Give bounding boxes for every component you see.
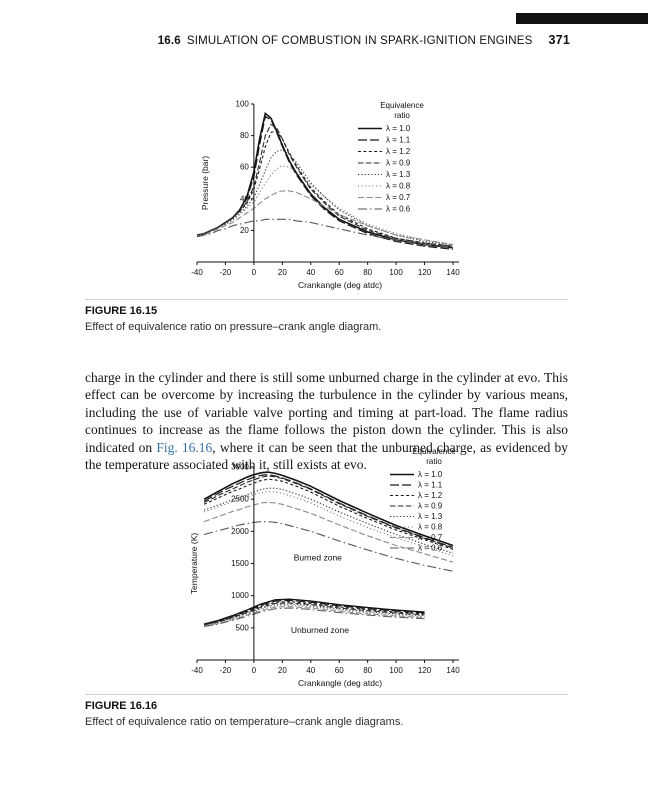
figure-16-15-label: FIGURE 16.15 — [85, 305, 158, 317]
svg-text:-40: -40 — [191, 268, 203, 277]
svg-text:Equivalence: Equivalence — [412, 447, 456, 456]
svg-text:140: 140 — [446, 268, 460, 277]
body-text-after-link: , where it can be seen that the unburned… — [85, 439, 569, 473]
figure-16-15-caption-block: FIGURE 16.15 Effect of equivalence ratio… — [85, 299, 568, 333]
svg-text:120: 120 — [418, 268, 432, 277]
svg-text:λ = 1.3: λ = 1.3 — [386, 170, 411, 179]
figure-16-16-label: FIGURE 16.16 — [85, 700, 158, 712]
svg-text:λ = 0.9: λ = 0.9 — [386, 159, 411, 168]
running-head-title: SIMULATION OF COMBUSTION IN SPARK-IGNITI… — [186, 35, 533, 47]
svg-text:60: 60 — [335, 268, 344, 277]
figure-16-15-caption: Effect of equivalence ratio on pressure–… — [85, 321, 382, 333]
svg-text:500: 500 — [236, 623, 250, 632]
figure-16-16-link[interactable]: Fig. 16.16 — [156, 439, 213, 455]
svg-text:λ = 1.2: λ = 1.2 — [418, 491, 443, 500]
svg-text:-20: -20 — [220, 666, 232, 675]
running-head: 16.6 SIMULATION OF COMBUSTION IN SPARK-I… — [0, 33, 570, 47]
svg-text:ratio: ratio — [394, 111, 410, 120]
svg-text:Equivalence: Equivalence — [380, 101, 424, 110]
figure-16-16-caption-block: FIGURE 16.16 Effect of equivalence ratio… — [85, 694, 568, 728]
svg-text:20: 20 — [240, 226, 249, 235]
svg-text:140: 140 — [446, 666, 460, 675]
svg-text:λ = 1.2: λ = 1.2 — [386, 147, 411, 156]
section-number: 16.6 — [157, 35, 181, 47]
svg-text:λ = 0.8: λ = 0.8 — [386, 182, 411, 191]
page-number: 371 — [548, 33, 570, 47]
svg-text:0: 0 — [252, 666, 257, 675]
body-text-before-link: charge in the cylinder and there is stil… — [85, 369, 568, 455]
figure-16-16-temperature-crank-angle-chart: -40 -20 0 20 40 60 80 100 120 140 500 1000 1500 2000 2… — [189, 447, 460, 688]
svg-text:80: 80 — [363, 268, 372, 277]
svg-text:λ = 1.0: λ = 1.0 — [386, 124, 411, 133]
svg-text:Crankangle (deg atdc): Crankangle (deg atdc) — [298, 280, 382, 290]
svg-text:40: 40 — [306, 666, 315, 675]
svg-text:Pressure (bar): Pressure (bar) — [200, 156, 210, 210]
svg-text:λ = 1.1: λ = 1.1 — [386, 136, 411, 145]
svg-text:λ = 0.9: λ = 0.9 — [418, 502, 443, 511]
svg-text:80: 80 — [240, 131, 249, 140]
body-paragraph: charge in the cylinder and there is stil… — [85, 369, 568, 475]
svg-text:Burned zone: Burned zone — [294, 552, 342, 562]
svg-text:λ = 0.8: λ = 0.8 — [418, 523, 443, 532]
svg-text:λ = 1.3: λ = 1.3 — [418, 512, 443, 521]
svg-text:Crankangle (deg atdc): Crankangle (deg atdc) — [298, 678, 382, 688]
svg-text:20: 20 — [278, 666, 287, 675]
svg-text:20: 20 — [278, 268, 287, 277]
svg-text:100: 100 — [389, 268, 403, 277]
svg-text:-20: -20 — [220, 268, 232, 277]
svg-text:Unburned zone: Unburned zone — [291, 625, 349, 635]
svg-text:60: 60 — [240, 163, 249, 172]
svg-text:λ = 0.7: λ = 0.7 — [418, 533, 443, 542]
svg-text:λ = 0.7: λ = 0.7 — [386, 193, 411, 202]
figure-16-15-pressure-crank-angle-chart: -40 -20 0 20 40 60 80 100 120 140 20 40 60 80 100 Crank… — [191, 100, 460, 291]
svg-text:1500: 1500 — [231, 559, 249, 568]
svg-text:2500: 2500 — [231, 495, 249, 504]
svg-text:80: 80 — [363, 666, 372, 675]
svg-text:Temperature (K): Temperature (K) — [189, 533, 199, 595]
svg-text:120: 120 — [418, 666, 432, 675]
svg-text:λ = 0.6: λ = 0.6 — [386, 205, 411, 214]
svg-text:λ = 1.0: λ = 1.0 — [418, 470, 443, 479]
svg-text:ratio: ratio — [426, 457, 442, 466]
svg-text:40: 40 — [306, 268, 315, 277]
chapter-tab-bar — [516, 13, 648, 24]
svg-text:100: 100 — [389, 666, 403, 675]
svg-text:3000: 3000 — [231, 463, 249, 472]
svg-text:2000: 2000 — [231, 527, 249, 536]
figure-16-16-caption: Effect of equivalence ratio on temperatu… — [85, 716, 404, 728]
svg-text:100: 100 — [236, 100, 250, 109]
svg-text:λ = 1.1: λ = 1.1 — [418, 481, 443, 490]
svg-text:-40: -40 — [191, 666, 203, 675]
svg-text:0: 0 — [252, 268, 257, 277]
svg-text:40: 40 — [240, 194, 249, 203]
svg-text:λ = 0.6: λ = 0.6 — [418, 544, 443, 553]
svg-text:1000: 1000 — [231, 591, 249, 600]
svg-text:60: 60 — [335, 666, 344, 675]
